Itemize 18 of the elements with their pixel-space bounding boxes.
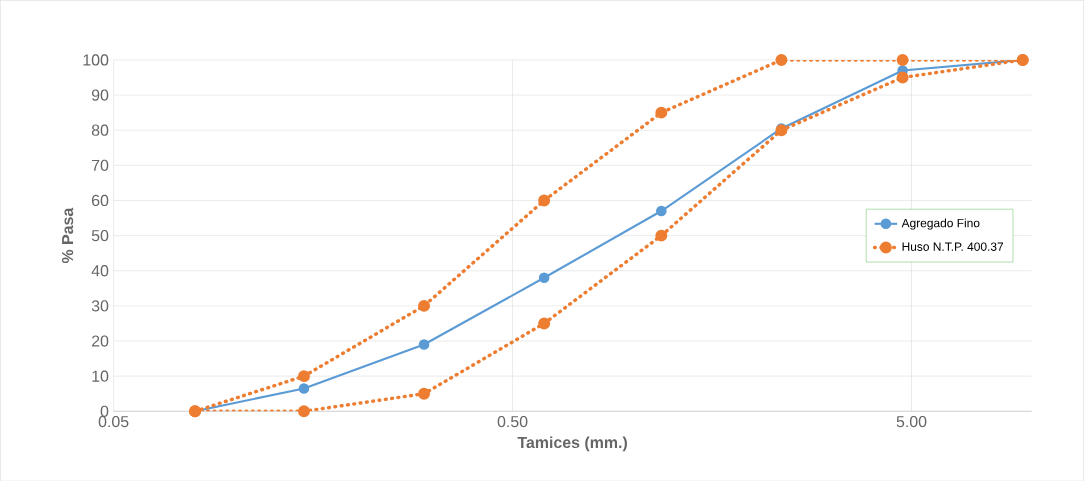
y-tick-label: 80 [91,124,109,136]
x-tick-label: 5.00 [896,415,927,428]
y-tick-label: 70 [92,159,109,171]
y-tick-label: 0 [100,405,109,417]
y-tick-label: 10 [92,370,109,382]
y-tick-label: 40 [91,264,109,277]
y-tick-label: 30 [91,300,109,312]
x-axis-title: Tamices (mm.) [517,436,627,452]
x-tick-label: 0.50 [497,415,528,428]
y-tick-label: 20 [91,335,109,347]
legend-label: Huso N.T.P. 400.37 [902,242,1004,251]
y-tick-label: 60 [92,194,109,206]
y-tick-label: 50 [91,229,109,242]
x-tick-label: 0.05 [98,415,129,428]
y-tick-label: 100 [83,54,109,66]
y-axis-title: % Pasa [61,207,74,263]
y-tick-label: 90 [91,89,109,101]
legend-label: Agregado Fino [901,218,980,230]
